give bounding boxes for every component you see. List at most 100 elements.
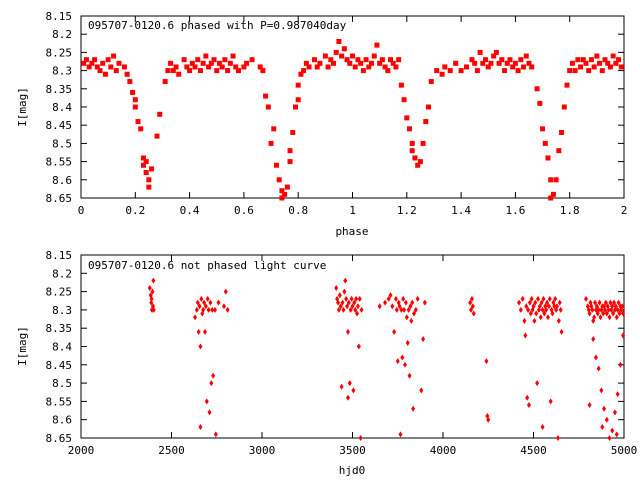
data-point: [213, 431, 218, 438]
data-point: [342, 288, 347, 295]
y-tick-label: 8.15: [46, 249, 73, 262]
data-point: [357, 295, 362, 302]
data-point: [553, 177, 559, 183]
data-point: [610, 53, 616, 59]
data-point: [407, 372, 412, 379]
data-point: [393, 64, 399, 70]
data-point: [541, 295, 546, 302]
data-point: [108, 64, 114, 70]
y-tick-label: 8.2: [52, 267, 72, 280]
data-point: [548, 398, 553, 405]
data-point: [548, 195, 554, 201]
x-tick-label: 1.2: [397, 204, 417, 217]
data-point: [127, 79, 133, 85]
data-point: [607, 314, 612, 321]
data-point: [556, 317, 561, 324]
data-point: [499, 57, 505, 63]
data-point: [545, 155, 551, 161]
data-point: [202, 328, 207, 335]
x-tick-label: 0.6: [234, 204, 254, 217]
data-point: [567, 68, 573, 74]
data-point: [287, 159, 293, 165]
data-point: [301, 68, 307, 74]
phased-axis-ticks: 0 0.2 0.4 0.6 0.8 1 1.2 1.4 1.6 1.8 2 8.15 8.2 8.25 8.…: [46, 10, 628, 217]
data-point: [317, 60, 323, 66]
data-point: [423, 119, 429, 125]
data-point: [404, 314, 409, 321]
data-point: [89, 60, 95, 66]
y-tick-label: 8.65: [46, 192, 73, 205]
data-point: [524, 303, 529, 310]
data-point: [613, 303, 618, 310]
data-point: [412, 310, 417, 317]
data-point: [214, 68, 220, 74]
data-point: [196, 328, 201, 335]
data-point: [216, 299, 221, 306]
data-point: [195, 57, 201, 63]
data-point: [612, 299, 617, 306]
x-tick-label: 2500: [158, 444, 185, 457]
y-tick-label: 8.5: [52, 137, 72, 150]
data-point: [402, 306, 407, 313]
data-point: [206, 306, 211, 313]
data-point: [545, 299, 550, 306]
data-point: [411, 405, 416, 412]
data-point: [189, 60, 195, 66]
data-point: [165, 68, 171, 74]
data-point: [601, 310, 606, 317]
data-point: [260, 68, 266, 74]
data-point: [390, 60, 396, 66]
data-point: [227, 60, 233, 66]
data-point: [132, 97, 138, 103]
data-point: [150, 288, 155, 295]
data-point: [105, 57, 111, 63]
data-point: [439, 71, 445, 77]
data-point: [556, 148, 562, 154]
data-point: [113, 68, 119, 74]
data-point: [341, 46, 347, 52]
data-point: [559, 129, 565, 135]
data-point: [211, 372, 216, 379]
data-point: [602, 306, 607, 313]
data-point: [583, 60, 589, 66]
data-point: [521, 64, 527, 70]
data-point: [464, 64, 470, 70]
data-point: [176, 71, 182, 77]
data-point: [552, 303, 557, 310]
data-point: [249, 57, 255, 63]
y-tick-label: 8.25: [46, 46, 73, 59]
data-point: [550, 191, 556, 197]
y-tick-label: 8.5: [52, 377, 72, 390]
data-point: [121, 64, 127, 70]
data-point: [407, 126, 413, 132]
data-point: [348, 306, 353, 313]
data-point: [388, 292, 393, 299]
data-point: [496, 60, 502, 66]
data-point: [525, 394, 530, 401]
data-point: [284, 184, 290, 190]
data-point: [347, 60, 353, 66]
data-point: [146, 177, 152, 183]
data-point: [208, 60, 214, 66]
data-point: [279, 188, 285, 194]
data-point: [474, 68, 480, 74]
data-point: [583, 295, 588, 302]
data-point: [295, 97, 301, 103]
data-point: [618, 361, 623, 368]
data-point: [279, 195, 285, 201]
data-point: [201, 306, 206, 313]
data-point: [453, 60, 459, 66]
data-point: [531, 303, 536, 310]
data-point: [132, 104, 138, 110]
data-point: [615, 306, 620, 313]
phased-plot-title: 095707-0120.6 phased with P=0.987040day: [88, 19, 347, 32]
x-tick-label: 1.6: [505, 204, 525, 217]
data-point: [97, 68, 103, 74]
data-point: [602, 57, 608, 63]
data-point: [593, 299, 598, 306]
data-point: [341, 306, 346, 313]
data-point: [197, 68, 203, 74]
data-point: [334, 284, 339, 291]
data-point: [292, 104, 298, 110]
data-point: [355, 310, 360, 317]
